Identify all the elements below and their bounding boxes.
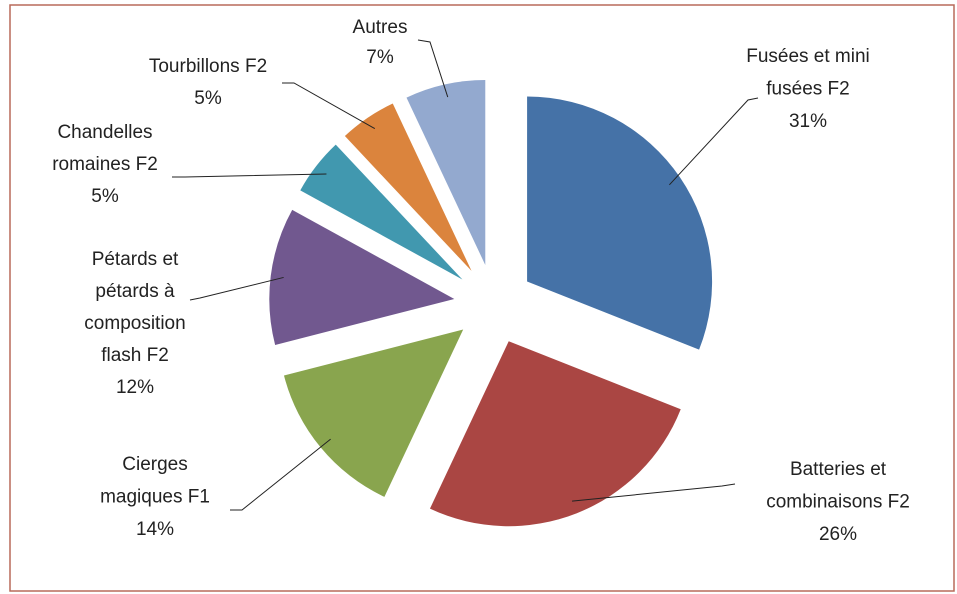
- slice-label-line: flash F2: [101, 345, 169, 366]
- value-label: 7%: [366, 47, 394, 68]
- slice-label-line: Chandelles: [57, 122, 152, 143]
- pie-slice: [283, 329, 464, 497]
- slice-label-line: magiques F1: [100, 487, 210, 508]
- slice-label-line: Pétards et: [92, 249, 179, 270]
- pie-slice: [300, 144, 463, 280]
- slice-label-line: Autres: [353, 17, 408, 38]
- slice-label-line: Fusées et mini: [746, 46, 870, 67]
- frame: [9, 4, 955, 592]
- leader-line: [669, 97, 759, 186]
- slice-label: Pétards et pétards à composition flash F2: [84, 249, 185, 366]
- leader-line: [572, 483, 736, 502]
- value-label: 5%: [194, 88, 222, 109]
- slice-label: Cierges magiques F1: [100, 454, 210, 508]
- value-label: 12%: [116, 377, 154, 398]
- slice-label: Fusées et mini fusées F2: [746, 46, 870, 100]
- leader-line: [189, 276, 284, 301]
- leader-line: [282, 82, 376, 130]
- leader-line: [417, 39, 449, 98]
- pie-slice: [269, 209, 455, 345]
- slice-label: Batteries et combinaisons F2: [766, 459, 910, 513]
- slice-label: Chandelles romaines F2: [52, 122, 158, 175]
- slice-label: Autres: [353, 17, 408, 38]
- leader-line: [172, 173, 327, 178]
- slice-label-line: pétards à: [95, 281, 175, 302]
- pie-slice: [527, 96, 713, 350]
- value-label: 14%: [136, 519, 174, 540]
- slice-label: Tourbillons F2: [149, 56, 267, 77]
- slice-label-line: Tourbillons F2: [149, 56, 267, 77]
- leader-line: [230, 438, 331, 511]
- pie-slice: [429, 341, 681, 527]
- slice-label-line: composition: [84, 313, 185, 334]
- pie-slice: [344, 103, 472, 271]
- value-label: 5%: [91, 186, 119, 207]
- slice-label-line: Cierges: [122, 454, 187, 475]
- slice-label-line: fusées F2: [766, 79, 849, 100]
- slice-label-line: Batteries et: [790, 459, 887, 480]
- value-label: 26%: [819, 524, 857, 545]
- slice-label-line: romaines F2: [52, 154, 158, 175]
- slice-label-line: combinaisons F2: [766, 492, 910, 513]
- value-label: 31%: [789, 111, 827, 132]
- pie-slice: [406, 79, 486, 265]
